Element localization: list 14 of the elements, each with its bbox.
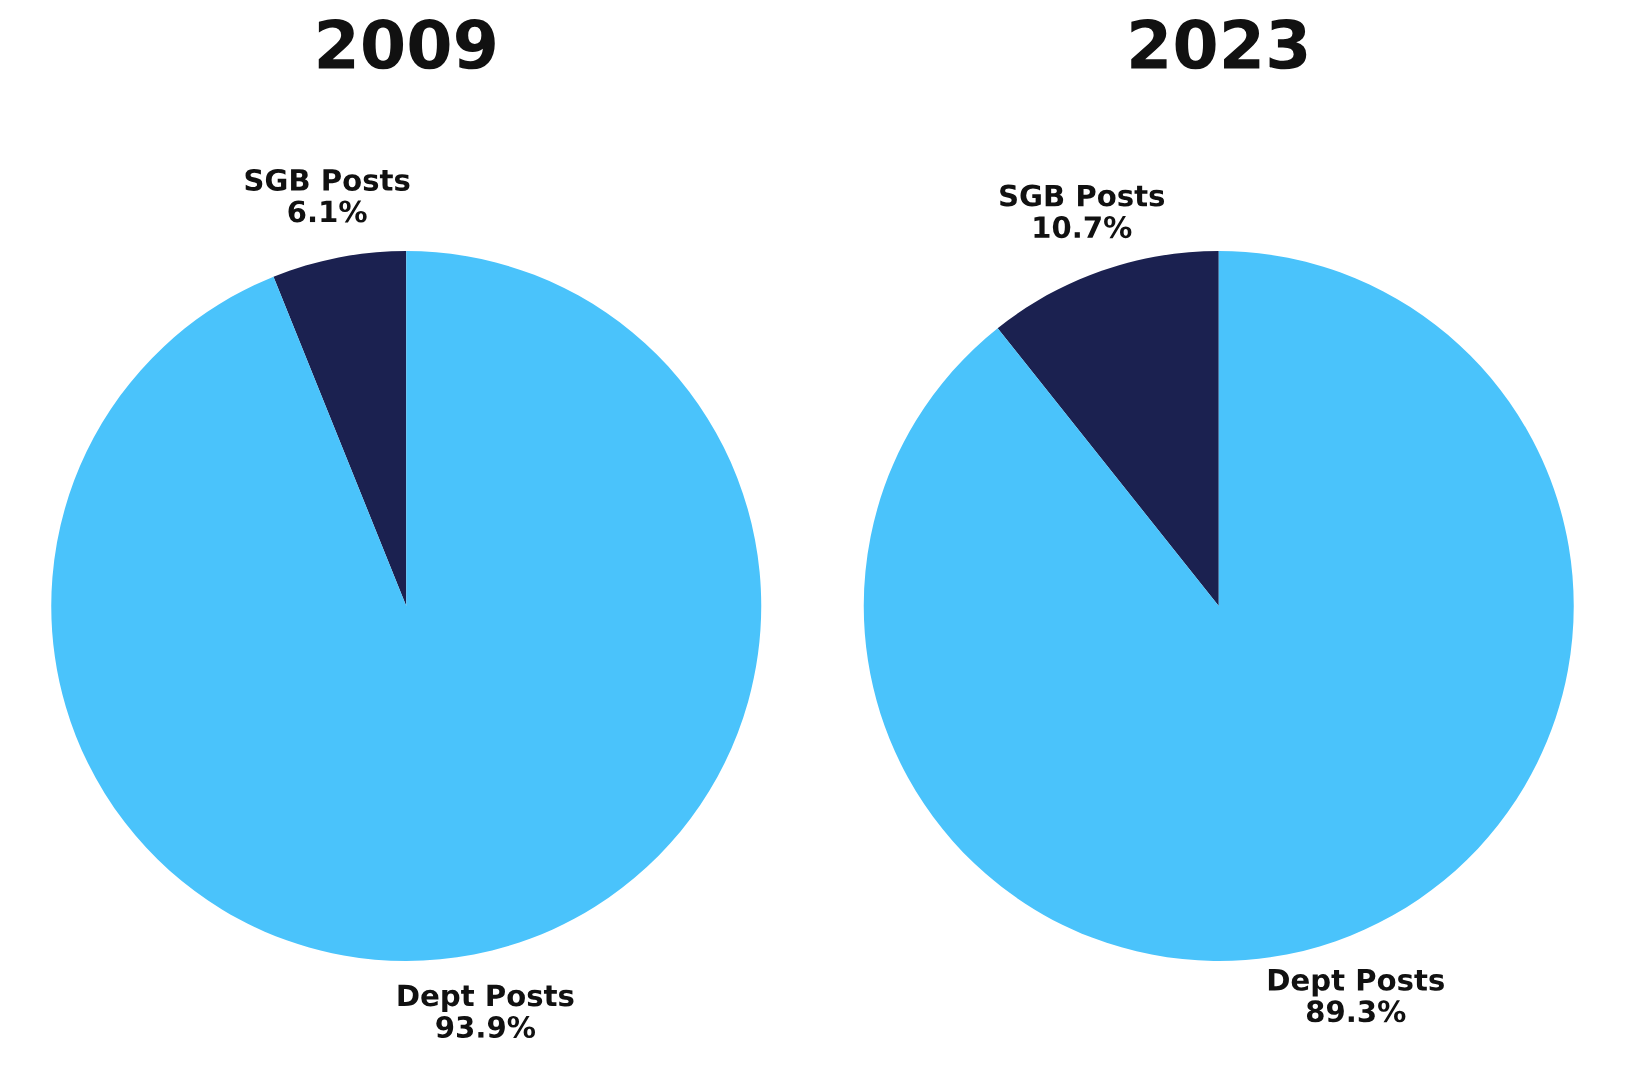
- data-label: 6.1%: [288, 200, 367, 223]
- slice-label: Dept Posts: [1268, 969, 1444, 997]
- slice-label: SGB Posts: [1000, 184, 1165, 207]
- data-label: 93.9%: [436, 1015, 536, 1038]
- chart-title: 2023: [1131, 18, 1307, 70]
- slice-label: SGB Posts: [245, 168, 410, 191]
- slice-label: Dept Posts: [398, 984, 574, 1013]
- chart-title: 2009: [318, 18, 495, 70]
- data-label: 89.3%: [1306, 1000, 1406, 1023]
- pie-slice: [863, 251, 1574, 961]
- pie-slice: [273, 251, 407, 606]
- pie-slice: [997, 251, 1219, 606]
- data-label: 10.7%: [1034, 216, 1132, 239]
- pie-slice: [51, 251, 762, 961]
